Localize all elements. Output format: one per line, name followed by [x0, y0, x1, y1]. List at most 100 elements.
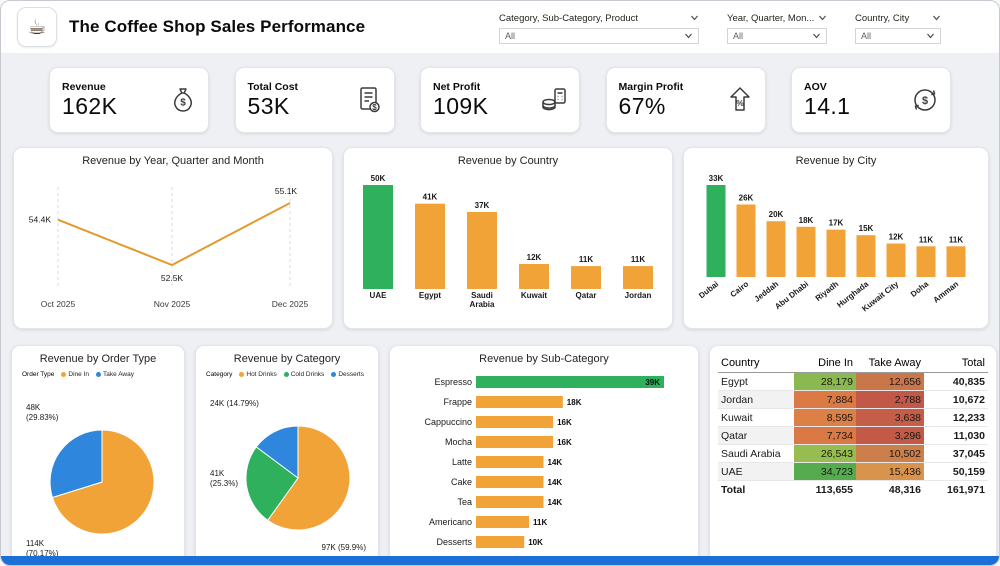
- slicer-dropdown[interactable]: All: [499, 27, 699, 44]
- cell-dine-in: 34,723: [794, 462, 856, 481]
- chart-title: Revenue by Year, Quarter and Month: [82, 155, 264, 167]
- bar[interactable]: [736, 204, 756, 278]
- bar[interactable]: [476, 396, 563, 408]
- bar[interactable]: [476, 416, 554, 428]
- slicer-selected-value: All: [733, 30, 744, 41]
- pie-slice-dine-in[interactable]: [51, 429, 155, 535]
- chevron-down-icon: [691, 15, 698, 21]
- category-pie-chart: 97K (59.9%) 41K (25.3%) 24K (14.79%): [210, 399, 366, 552]
- legend-item-desserts[interactable]: Desserts: [331, 371, 364, 378]
- column-header-dine-in[interactable]: Dine In: [794, 354, 856, 373]
- bar[interactable]: [856, 235, 876, 277]
- legend-item-cold-drinks[interactable]: Cold Drinks: [283, 371, 324, 378]
- bar[interactable]: [476, 456, 544, 468]
- slicer-dropdown[interactable]: All: [727, 27, 827, 44]
- bar[interactable]: [476, 476, 544, 488]
- bar[interactable]: [476, 496, 544, 508]
- column-header-take-away[interactable]: Take Away: [856, 354, 924, 373]
- chart-title: Revenue by Country: [457, 155, 559, 167]
- city-chart-container: 33K Dubai 26K Cairo 20K Jeddah 18K Abu Dhabi 17K…: [692, 171, 980, 318]
- legend-item-hot-drinks[interactable]: Hot Drinks: [239, 371, 277, 378]
- pie-slice-hot-drinks[interactable]: [267, 425, 351, 531]
- bar[interactable]: [519, 264, 549, 289]
- bar[interactable]: [476, 436, 554, 448]
- pie-slice-desserts[interactable]: [255, 425, 299, 479]
- table-row-egypt[interactable]: Egypt 28,179 12,656 40,835: [718, 372, 988, 391]
- table-row-uae[interactable]: UAE 34,723 15,436 50,159: [718, 462, 988, 481]
- slicer-selected-value: All: [505, 30, 516, 41]
- bar-category-label: Riyadh: [814, 279, 841, 303]
- charts-row-2: Revenue by Order Type Order Type Dine In T…: [11, 345, 997, 565]
- bar-category-label: Jeddah: [753, 279, 781, 303]
- legend-item-dine-in[interactable]: Dine In: [61, 371, 89, 378]
- x-axis-label: Dec 2025: [272, 299, 309, 309]
- kpi-card-total-cost[interactable]: Total Cost 53K $: [234, 67, 395, 133]
- kpi-card-aov[interactable]: AOV 14.1 $: [791, 67, 951, 133]
- cell-country: Kuwait: [718, 408, 794, 427]
- subcategory-bar-chart-card: Revenue by Sub-Category Espresso 39K Frapp…: [389, 345, 699, 565]
- bar[interactable]: [571, 266, 601, 289]
- bar-value-label: 41K: [423, 193, 438, 202]
- pie-slice-take-away[interactable]: [49, 429, 103, 499]
- bar[interactable]: [467, 212, 497, 289]
- bar[interactable]: [476, 536, 525, 548]
- table-row-qatar[interactable]: Qatar 7,734 3,296 11,030: [718, 426, 988, 445]
- bar-category-label: Cake: [451, 477, 472, 487]
- kpi-card-margin-profit[interactable]: Margin Profit 67% %: [605, 67, 766, 133]
- column-header-country[interactable]: Country: [718, 354, 794, 373]
- svg-text:$: $: [180, 98, 186, 109]
- bar[interactable]: [363, 185, 393, 289]
- slicer-header[interactable]: Country, City: [855, 13, 941, 24]
- category-pie-container: 97K (59.9%) 41K (25.3%) 24K (14.79%): [204, 380, 370, 565]
- bar[interactable]: [476, 376, 664, 388]
- bar[interactable]: [476, 516, 529, 528]
- order-type-pie-chart: 114K (70.17%) 48K (29.83%): [26, 403, 155, 558]
- slicer-header[interactable]: Category, Sub-Category, Product: [499, 13, 699, 24]
- cell-country: Egypt: [718, 372, 794, 391]
- cell-country: Qatar: [718, 426, 794, 445]
- legend-item-take-away[interactable]: Take Away: [96, 371, 134, 378]
- bar-value-label: 14K: [548, 478, 563, 487]
- bar-value-label: 11K: [949, 235, 963, 244]
- bar[interactable]: [886, 243, 906, 278]
- bar-category-label: Amman: [932, 279, 961, 304]
- bar-value-label: 12K: [889, 233, 904, 242]
- pie-slice-cold-drinks[interactable]: [245, 446, 299, 521]
- legend-label: Hot Drinks: [246, 371, 277, 378]
- kpi-main: Revenue 162K: [62, 81, 166, 120]
- table-row-saudi-arabia[interactable]: Saudi Arabia 26,543 10,502 37,045: [718, 444, 988, 463]
- kpi-main: Net Profit 109K: [433, 81, 537, 120]
- kpi-card-net-profit[interactable]: Net Profit 109K: [420, 67, 580, 133]
- kpi-label: Revenue: [62, 80, 106, 93]
- bar-category-label: Egypt: [419, 291, 442, 300]
- bar[interactable]: [946, 246, 966, 277]
- bar[interactable]: [415, 203, 445, 289]
- bar[interactable]: [796, 226, 816, 277]
- table-row-kuwait[interactable]: Kuwait 8,595 3,638 12,233: [718, 408, 988, 427]
- slicer-dropdown[interactable]: All: [855, 27, 941, 44]
- bar[interactable]: [916, 246, 936, 277]
- bar-category-label: Frappe: [443, 397, 472, 407]
- bar[interactable]: [826, 229, 846, 277]
- svg-text:%: %: [736, 98, 744, 108]
- bar[interactable]: [706, 185, 726, 277]
- bar-value-label: 12K: [527, 253, 542, 262]
- column-header-total[interactable]: Total: [924, 354, 988, 373]
- revenue-line[interactable]: [57, 202, 291, 267]
- kpi-card-revenue[interactable]: Revenue 162K $: [49, 67, 209, 133]
- chart-title: Revenue by Category: [233, 353, 341, 365]
- slicer-label: Year, Quarter, Mon...: [727, 12, 815, 24]
- legend-dot: [283, 372, 289, 377]
- order-type-pie-container: 114K (70.17%) 48K (29.83%): [20, 380, 176, 565]
- kpi-main: Total Cost 53K: [248, 81, 352, 120]
- bar-category-label: Kuwait: [521, 291, 548, 300]
- header-bar: ☕ The Coffee Shop Sales Performance Cate…: [1, 1, 999, 53]
- bar[interactable]: [766, 221, 786, 277]
- country-table: Country Dine In Take Away Total Egypt 28,179 1…: [718, 354, 988, 498]
- table-row-jordan[interactable]: Jordan 7,884 2,788 10,672: [718, 390, 988, 409]
- slicer-header[interactable]: Year, Quarter, Mon...: [727, 13, 827, 24]
- bar[interactable]: [623, 266, 653, 289]
- country-table-container: Country Dine In Take Away Total Egypt 28,179 1…: [718, 354, 988, 498]
- bar-category-label: Desserts: [436, 537, 472, 547]
- coins-calculator-icon: [537, 84, 571, 116]
